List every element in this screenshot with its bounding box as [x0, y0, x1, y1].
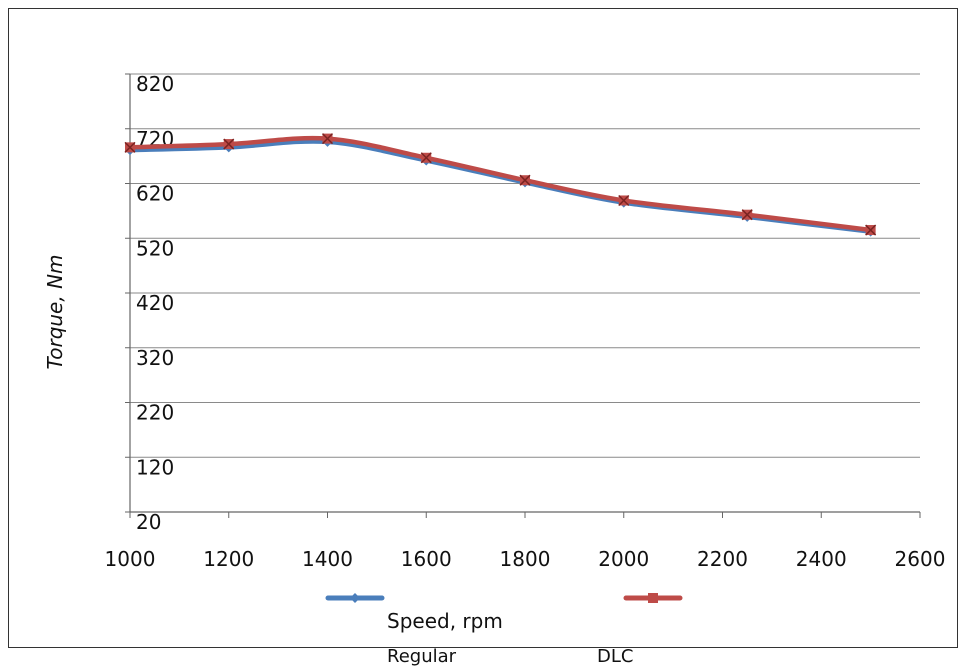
y-tick-20: 20 [136, 510, 161, 534]
data-series [124, 133, 877, 237]
x-tick-2000: 2000 [598, 547, 649, 571]
legend-item-dlc: DLC [597, 593, 683, 666]
axes [125, 73, 921, 518]
point-dlc-1600 [420, 152, 432, 164]
point-dlc-1200 [223, 138, 235, 150]
legend-marker-dlc [648, 593, 658, 603]
point-dlc-2000 [618, 194, 630, 207]
point-dlc-1800 [519, 174, 531, 186]
y-tick-320: 320 [136, 346, 174, 370]
x-tick-1800: 1800 [500, 547, 551, 571]
y-tick-620: 620 [136, 182, 174, 206]
y-tick-420: 420 [136, 291, 174, 315]
x-tick-1600: 1600 [401, 547, 452, 571]
grid-lines [130, 73, 920, 458]
point-dlc-1400 [321, 133, 334, 145]
y-tick-120: 120 [136, 455, 174, 479]
point-dlc-2250 [741, 209, 753, 221]
x-tick-labels: 1000 1200 1400 1600 1800 2000 2200 2400 2600 [105, 547, 946, 571]
legend-marker-regular [350, 593, 360, 603]
y-axis-label: Torque, Nm [43, 254, 67, 369]
point-dlc-1000 [124, 141, 136, 153]
x-tick-1200: 1200 [203, 547, 254, 571]
legend-label-regular: Regular [387, 646, 457, 666]
y-tick-220: 220 [136, 401, 174, 425]
legend-label-dlc: DLC [597, 646, 633, 666]
legend-item-regular: Regular [325, 593, 457, 666]
x-tick-2400: 2400 [796, 547, 847, 571]
y-tick-820: 820 [136, 72, 174, 96]
chart-frame [8, 8, 958, 648]
x-tick-2200: 2200 [697, 547, 748, 571]
x-tick-1000: 1000 [105, 547, 156, 571]
legend: Regular DLC [325, 593, 683, 666]
series-line-dlc [129, 135, 871, 233]
point-dlc-2500 [865, 224, 877, 236]
y-tick-520: 520 [136, 236, 174, 260]
x-tick-1400: 1400 [302, 547, 353, 571]
x-axis-label: Speed, rpm [387, 609, 503, 633]
x-tick-2600: 2600 [895, 547, 946, 571]
